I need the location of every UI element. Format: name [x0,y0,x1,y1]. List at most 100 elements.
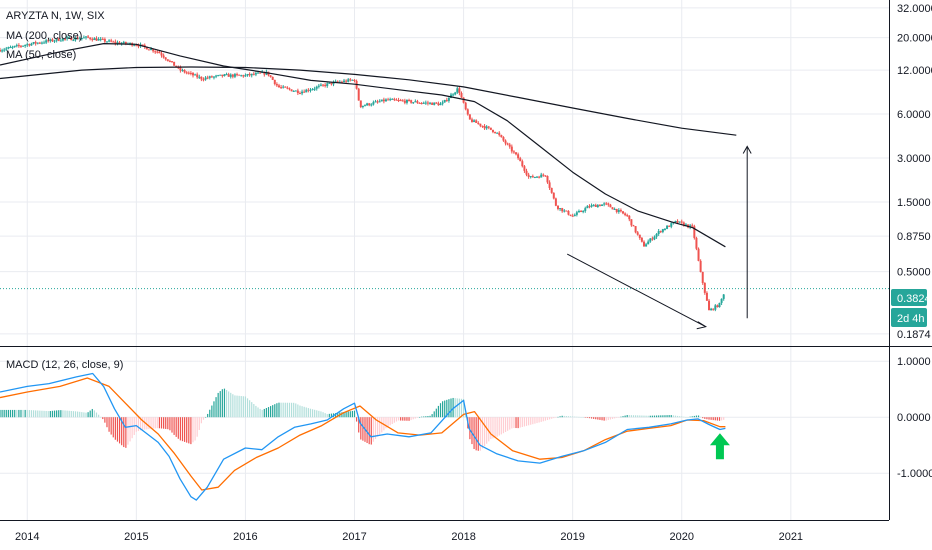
macd-histogram-bar [586,417,588,418]
candle-body [30,43,33,46]
macd-histogram-bar [435,408,437,418]
macd-histogram-bar [389,417,391,426]
candle-body [145,46,148,50]
symbol-title[interactable]: ARYZTA N, 1W, SIX [6,10,105,22]
candle-body [246,74,249,76]
trend-line[interactable] [566,253,706,328]
candle-body [452,94,455,96]
macd-histogram-bar [253,404,255,418]
candle-body [653,236,656,240]
macd-histogram-bar [230,392,232,418]
candle-body [7,47,10,49]
candle-body [317,85,320,87]
macd-histogram-bar [593,417,595,419]
macd-histogram-bar [127,417,129,445]
macd-histogram-bar [572,416,574,418]
candle-body [494,132,497,134]
last-price-badge [891,289,927,306]
candle-body [567,210,570,215]
candle-body [150,49,153,51]
macd-histogram-bar [303,406,305,418]
candle-body [412,102,415,104]
macd-histogram-bar [548,417,551,420]
candle-body [697,248,700,261]
macd-histogram-bar [481,417,484,449]
candle-body [506,143,509,145]
macd-histogram-bar [198,417,200,430]
candle-body [288,88,291,90]
candle-body [517,154,520,159]
macd-histogram-bar [53,410,56,418]
macd-histogram-bar [616,417,618,418]
signal-line[interactable] [0,377,726,491]
ma200-line[interactable] [0,66,737,136]
macd-histogram-bar [242,396,244,418]
macd-histogram-bar [624,415,626,418]
macd-histogram-bar [433,411,435,418]
candle-body [103,39,106,42]
candle-body [19,45,22,47]
time-tick-label: 2021 [779,531,803,543]
macd-histogram-bar [41,410,43,418]
macd-histogram-bar [347,411,349,418]
macd-histogram-bar [721,417,723,421]
macd-histogram-bar [135,417,137,432]
time-tick-label: 2018 [451,531,475,543]
macd-histogram-bar [282,402,284,418]
ma200-legend[interactable]: MA (200, close) [6,30,82,42]
macd-tick-label: 0.0000 [897,412,931,424]
price-pane[interactable] [0,34,889,330]
ma50-line[interactable] [0,42,726,248]
macd-histogram-bar [267,407,270,418]
candle-body [657,231,660,234]
macd-histogram-bar [123,417,125,448]
candle-body [479,123,482,126]
macd-histogram-bar [530,417,532,425]
candle-body [171,61,174,63]
candle-body [414,101,417,103]
candle-body [298,93,301,95]
ma50-legend[interactable]: MA (50, close) [6,49,76,61]
macd-histogram-bar [183,417,186,442]
candle-body [238,74,241,76]
macd-histogram-bar [404,417,406,421]
candle-body [424,102,427,104]
time-axis[interactable]: 2014 2015 2016 2017 2018 2019 2020 2021 [15,531,803,543]
macd-histogram-bar [486,417,488,444]
candle-body [361,105,364,108]
macd-legend[interactable]: MACD (12, 26, close, 9) [6,359,123,371]
candle-body [634,226,637,233]
macd-histogram-bar [343,412,345,418]
macd-pane[interactable] [0,372,730,501]
candle-body [187,72,190,74]
candle-body [118,42,121,44]
macd-histogram-bar [534,417,536,424]
candle-body [544,175,547,177]
macd-histogram-bar [91,408,93,418]
macd-histogram-bar [351,410,354,418]
macd-histogram-bar [395,417,398,422]
candle-body [720,298,723,303]
candle-body [122,41,125,44]
macd-histogram-bar [314,409,316,418]
candle-body [573,214,576,217]
macd-histogram-bar [595,417,597,420]
macd-histogram-bar [154,417,156,429]
candle-body [705,292,708,301]
macd-axis[interactable]: 1.0000 0.0000 -1.0000 [897,356,932,480]
candle-body [221,74,224,77]
candle-body [596,205,599,208]
macd-histogram-bar [402,417,404,421]
macd-histogram-bar [255,405,257,418]
macd-line[interactable] [0,372,726,501]
candle-body [181,70,184,72]
price-axis[interactable]: 32.0000 20.0000 12.0000 6.0000 3.0000 1.5000 0… [897,3,932,341]
macd-histogram-bar [150,417,152,429]
candle-body [5,48,8,50]
macd-histogram-bar [691,416,693,418]
price-tick-label: 3.0000 [897,153,931,165]
candle-body [636,232,639,235]
candle-body [489,127,492,130]
macd-histogram-bar [232,394,234,418]
